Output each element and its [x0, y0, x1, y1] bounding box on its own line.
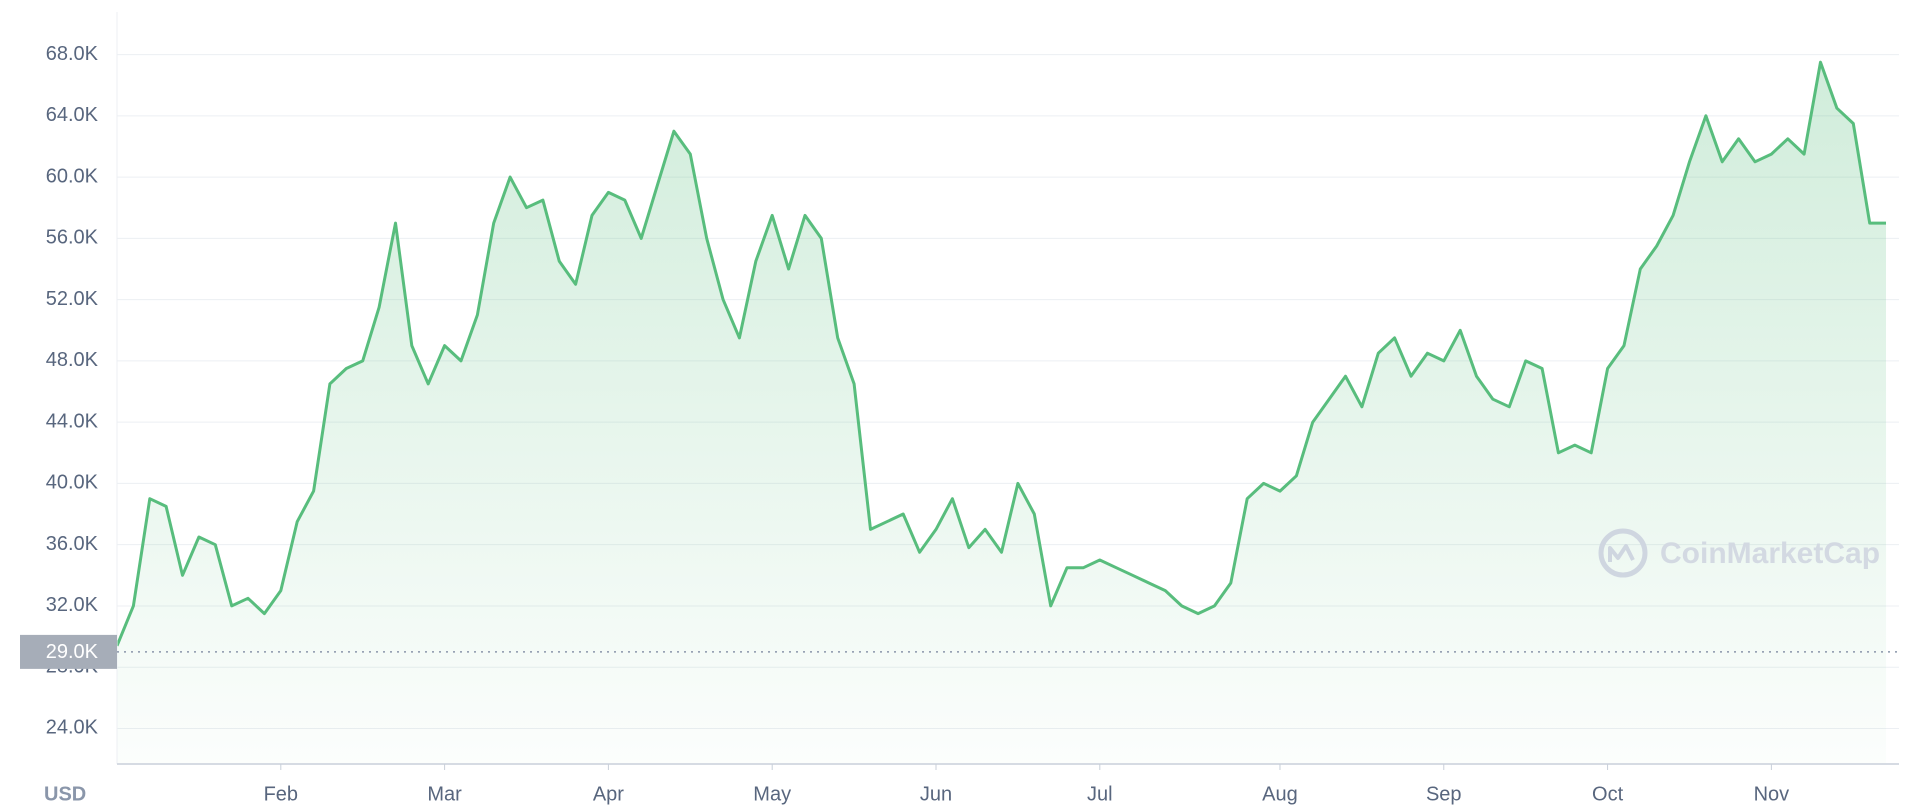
watermark-logo: [1598, 528, 1648, 578]
reference-label: 29.0K: [46, 641, 99, 663]
price-line: [115, 60, 1886, 647]
x-tick-label: Feb: [264, 783, 298, 805]
x-tick-label: Jul: [1087, 783, 1113, 805]
x-tick-label: Mar: [427, 783, 462, 805]
x-tick-label: Apr: [593, 783, 624, 805]
y-tick-label: 36.0K: [46, 533, 99, 555]
y-tick-label: 48.0K: [46, 349, 99, 371]
x-tick-label: Sep: [1426, 783, 1462, 805]
y-tick-label: 68.0K: [46, 43, 99, 65]
x-tick-label: Nov: [1754, 783, 1790, 805]
reference-badge: [20, 634, 117, 669]
y-tick-label: 32.0K: [46, 594, 99, 616]
x-tick-label: Oct: [1592, 783, 1624, 805]
y-tick-label: 60.0K: [46, 165, 99, 187]
x-tick-label: Jun: [920, 783, 952, 805]
currency-label: USD: [44, 783, 86, 805]
plot-area: [115, 60, 1887, 764]
y-tick-label: 24.0K: [46, 717, 99, 739]
y-tick-label: 64.0K: [46, 104, 99, 126]
y-tick-label: 44.0K: [46, 410, 99, 432]
x-tick-label: Aug: [1262, 783, 1298, 805]
price-area: [117, 62, 1887, 764]
y-tick-label: 56.0K: [46, 227, 99, 249]
x-tick-label: May: [753, 783, 791, 805]
y-tick-label: 52.0K: [46, 288, 99, 310]
axes: Feb Mar Apr May Jun Jul Aug Sep Oct Nov 29.0K: [20, 12, 1899, 805]
watermark: CoinMarketCap: [1660, 537, 1880, 570]
y-tick-label: 40.0K: [46, 472, 99, 494]
